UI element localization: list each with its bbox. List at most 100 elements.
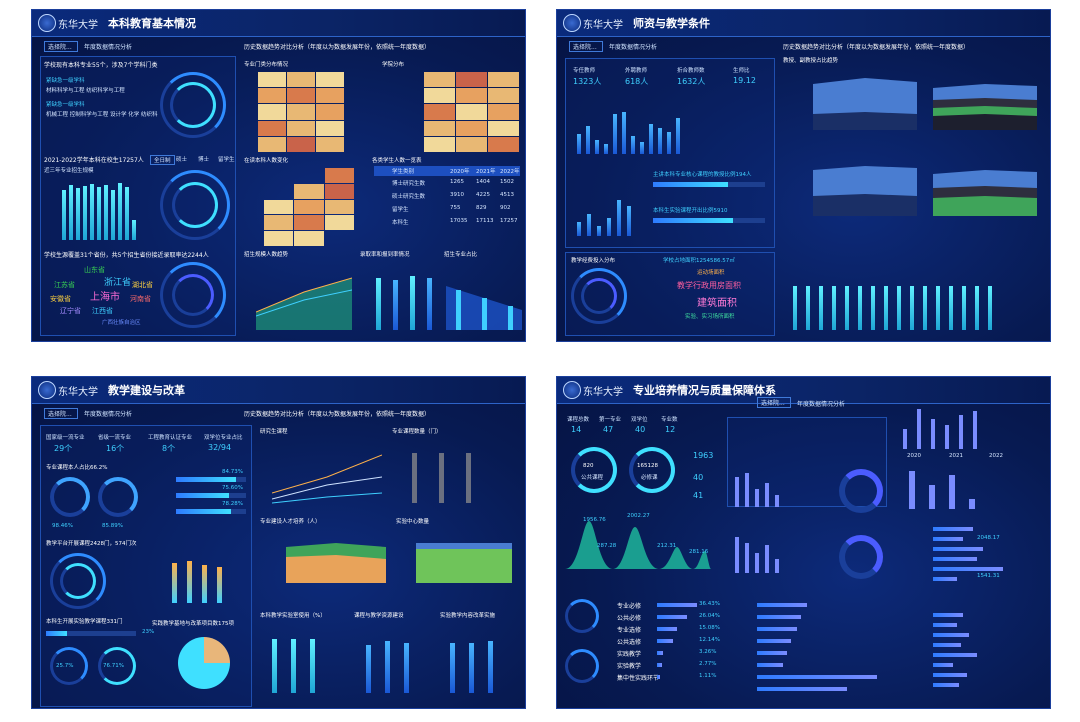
required-course-value: 165128 <box>637 463 658 469</box>
list-item-4: 公共选修 <box>617 639 642 646</box>
ranking-bar-6 <box>757 663 783 667</box>
course-title: 专业课程本人占比66.2% <box>46 465 108 471</box>
province-word-7: 湖北省 <box>132 281 153 289</box>
spike-value-1: 1956.76 <box>583 517 606 523</box>
rb-value-2: 1541.31 <box>977 573 1000 579</box>
discipline-ring-chart <box>160 72 226 138</box>
open-bar-chart <box>172 559 222 603</box>
panel-teaching-reform: 东华大学 教学建设与改革 选择院... 年度数据情况分析 历史数据趋势对比分析（… <box>31 376 526 709</box>
list-bar-7 <box>657 675 660 679</box>
top-label-4: 专业数 <box>661 417 678 423</box>
list-item-5: 实践教学 <box>617 651 642 658</box>
table-row-3-type: 留学生 <box>392 207 409 213</box>
ranking-bar-5 <box>757 651 787 655</box>
stat-value-1: 29个 <box>54 444 73 453</box>
chart-reform-title: 实验教学内容改革实施 <box>440 613 496 619</box>
list-item-3: 专业选修 <box>617 627 642 634</box>
table-row-3-2020: 755 <box>450 205 461 211</box>
reform-bars <box>450 639 493 693</box>
talent-area-chart <box>286 543 386 583</box>
chart-major-count-title: 专业课程数量（门） <box>392 429 442 435</box>
rb-bar-2 <box>933 537 963 541</box>
list-item-1: 专业必修 <box>617 603 642 610</box>
top-value-2: 47 <box>603 425 614 434</box>
open-ring-inner <box>60 563 96 599</box>
list-value-2: 26.04% <box>699 613 720 619</box>
enrolled-heatmap <box>264 168 354 246</box>
course-gauge-1 <box>50 477 90 517</box>
panel-training-quality: 东华大学 专业培养情况与质量保障体系 选择院... 年度数据情况分析 课程总数 … <box>556 376 1051 709</box>
table-row-4-type: 本科生 <box>392 220 409 226</box>
college-select[interactable]: 选择院... <box>44 408 78 419</box>
resource-progress <box>653 218 765 223</box>
ranking-bar-4 <box>757 639 791 643</box>
rc-bar-6 <box>933 663 953 667</box>
practice-title: 本科生开展实验教学课程331门 <box>46 619 123 625</box>
table-head-2021: 2021年 <box>476 169 496 175</box>
college-select[interactable]: 选择院... <box>757 397 791 408</box>
public-course-donut <box>571 447 617 493</box>
panel-header: 东华大学 本科教育基本情况 <box>32 10 525 37</box>
list-value-1: 36.43% <box>699 601 720 607</box>
stat-label-4: 生师比 <box>733 68 750 74</box>
province-word-5: 安徽省 <box>50 295 71 303</box>
province-word-3: 上海市 <box>90 292 120 303</box>
pct-row-1-value: 84.73% <box>222 469 243 475</box>
tab-doctor[interactable]: 博士 <box>198 157 210 163</box>
chart-lab-center-title: 实验中心数量 <box>396 519 430 525</box>
tab-master[interactable]: 硕士 <box>176 157 188 163</box>
rc-bar-5 <box>933 653 977 657</box>
required-course-label: 必修课 <box>641 475 658 481</box>
funding-title: 教学经费投入分布 <box>571 258 616 264</box>
college-select[interactable]: 选择院... <box>44 41 78 52</box>
top-label-1: 课程总数 <box>567 417 590 423</box>
stat-value-4: 19.12 <box>733 76 756 85</box>
stat-value-4: 32/94 <box>208 443 232 452</box>
panel-title: 本科教育基本情况 <box>108 17 196 30</box>
chart-major-category-title: 专业门类分布情况 <box>244 62 289 68</box>
sub-title: 年度数据情况分析 <box>797 401 846 408</box>
spike-value-3: 287.28 <box>597 543 617 549</box>
major-ratio-chart <box>446 286 522 330</box>
enroll-bar-chart <box>62 180 136 240</box>
course-gauge-1-value: 98.46% <box>52 523 73 529</box>
panel-undergraduate-overview: 东华大学 本科教育基本情况 选择院... 年度数据情况分析 历史数据趋势对比分析… <box>31 9 526 342</box>
student-table-header <box>374 166 520 176</box>
province-word-6: 河南省 <box>130 295 151 303</box>
rc-bar-3 <box>933 633 969 637</box>
funding-bar-chart <box>793 272 992 330</box>
rb-bar-4 <box>933 557 977 561</box>
section-title: 学校现有本科专业55个，涉及7个学科门类 <box>44 62 158 69</box>
province-word-10: 广西壮族自治区 <box>102 320 141 326</box>
top-value-4: 12 <box>665 425 676 434</box>
table-row-3-2022: 902 <box>500 205 511 211</box>
list-item-2: 公共必修 <box>617 615 642 622</box>
sub-title: 年度数据情况分析 <box>84 411 133 418</box>
discipline-title-1: 紧缺急一级学科 <box>46 78 85 84</box>
province-word-2: 浙江省 <box>104 278 132 288</box>
ranking-bar-7 <box>757 675 877 679</box>
rate-ring-1-value: 25.7% <box>56 663 74 669</box>
stat-value-3: 8个 <box>162 444 176 453</box>
tab-international[interactable]: 留学生 <box>218 157 235 163</box>
list-value-7: 1.11% <box>699 673 717 679</box>
major-count-bars <box>412 451 471 503</box>
sub-title: 年度数据情况分析 <box>609 44 658 51</box>
school-name: 东华大学 <box>58 20 98 31</box>
panel-title: 师资与教学条件 <box>633 17 710 30</box>
pct-row-2 <box>176 493 246 498</box>
chart-college-title: 学院分布 <box>382 62 405 68</box>
compare-title: 历史数据趋势对比分析（年度以为数据发展年份，依照统一年度数据） <box>783 44 970 51</box>
stat-label-2: 省级一流专业 <box>98 435 132 441</box>
tab-fulltime[interactable]: 全日制 <box>150 155 175 165</box>
table-row-3-2021: 829 <box>476 205 487 211</box>
list-item-6: 实验教学 <box>617 663 642 670</box>
major-heatmap <box>258 72 344 152</box>
chart-resource-title: 课程与教学资源建设 <box>354 613 404 619</box>
ranking-bar-1 <box>757 603 807 607</box>
rb-bar-3 <box>933 547 983 551</box>
table-row-4-2020: 17035 <box>450 218 468 224</box>
college-select[interactable]: 选择院... <box>569 41 603 52</box>
chart-rate-title: 录取率和报到率情况 <box>360 252 410 258</box>
ratio-area-chart <box>813 166 917 216</box>
